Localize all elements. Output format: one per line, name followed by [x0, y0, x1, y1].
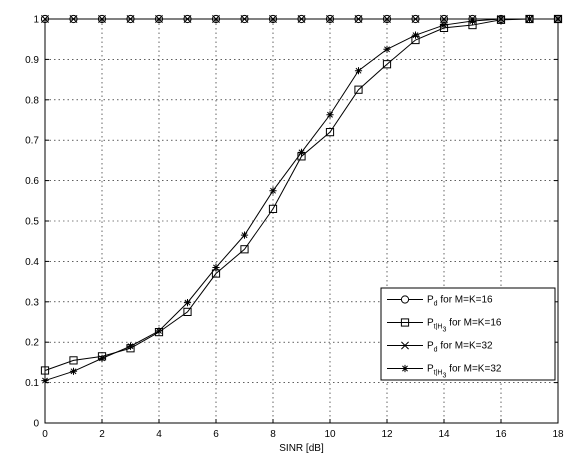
series-4-point — [212, 263, 220, 272]
x-tick-label: 2 — [99, 429, 105, 440]
series-4-point — [155, 327, 163, 335]
series-4-point — [126, 342, 135, 350]
series-4-point — [440, 21, 448, 29]
legend-label: Pt|H3 for M=K=16 — [427, 318, 502, 334]
y-tick-label: 0.7 — [25, 136, 39, 147]
legend-label: Pd for M=K=32 — [427, 341, 493, 354]
y-tick-label: 0 — [33, 419, 39, 430]
axis-ticks: 0 2 4 6 8 10 12 14 16 18 0 0.1 0.2 0.3 0.4 0.5 0.6 0.7 0.8… — [25, 15, 564, 441]
series-4-point — [240, 231, 249, 239]
legend-marker — [400, 318, 410, 327]
series-2-point — [325, 128, 335, 137]
y-tick-label: 1 — [33, 15, 39, 26]
series-markers — [40, 14, 563, 385]
x-tick-label: 14 — [438, 429, 450, 440]
y-tick-label: 0.3 — [25, 297, 39, 308]
y-tick-label: 0.9 — [25, 55, 39, 66]
x-tick-label: 8 — [270, 429, 276, 440]
legend-label: Pt|H3 for M=K=32 — [427, 364, 502, 380]
legend-label: Pd for M=K=16 — [427, 295, 493, 308]
series-2-point — [268, 204, 278, 213]
legend-marker — [401, 364, 409, 373]
series-4-point — [411, 31, 420, 39]
x-tick-label: 12 — [381, 429, 393, 440]
series-4-point — [269, 187, 277, 195]
series-2-point — [240, 245, 249, 254]
y-tick-label: 0.1 — [25, 378, 39, 389]
y-tick-label: 0.5 — [25, 217, 39, 228]
x-tick-label: 4 — [156, 429, 162, 440]
y-tick-label: 0.2 — [25, 338, 39, 349]
legend-marker — [400, 295, 410, 304]
x-tick-label: 0 — [42, 429, 48, 440]
series-4-point — [354, 67, 363, 75]
series-4-point — [297, 148, 306, 156]
legend-marker — [401, 341, 409, 350]
legend-box — [380, 287, 556, 381]
series-2-point — [183, 307, 192, 316]
series-4-point — [468, 17, 477, 25]
x-axis-label: SINR [dB] — [279, 443, 324, 454]
y-tick-label: 0.4 — [25, 257, 39, 268]
series-4-point — [69, 367, 78, 375]
y-tick-label: 0.8 — [25, 95, 39, 106]
grid — [45, 19, 558, 423]
x-tick-label: 18 — [552, 429, 564, 440]
series-4-point — [98, 354, 106, 362]
x-tick-label: 16 — [495, 429, 507, 440]
series-4-point — [183, 299, 192, 307]
y-tick-label: 0.6 — [25, 176, 39, 187]
x-tick-label: 6 — [213, 429, 219, 440]
series-2-point — [69, 356, 78, 365]
x-tick-label: 10 — [324, 429, 336, 440]
series-4-point — [383, 45, 391, 53]
series-2-point — [382, 60, 392, 69]
series-2-point — [354, 85, 363, 94]
legend: Pd for M=K=16 Pt|H3 for M=K=16 Pd for M=K=… — [380, 287, 556, 381]
series-4-point — [326, 111, 334, 119]
